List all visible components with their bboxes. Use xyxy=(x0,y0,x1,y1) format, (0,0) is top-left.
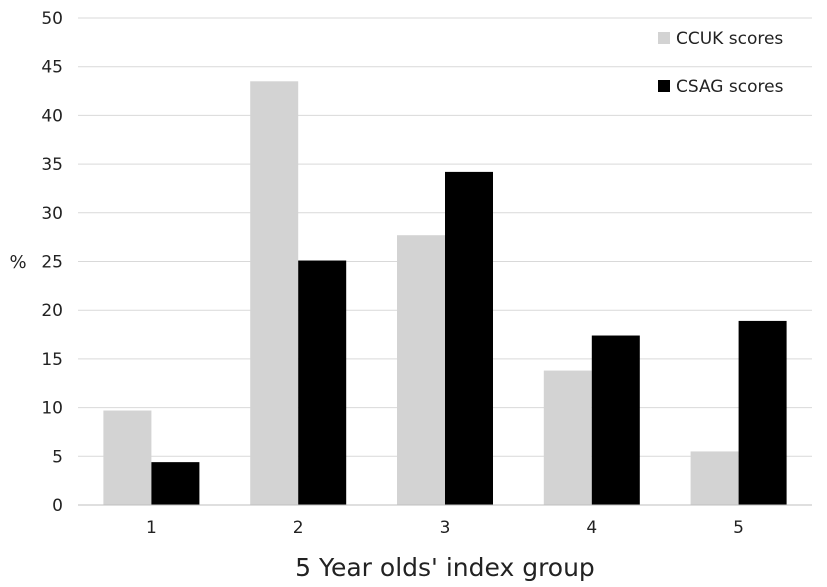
bar-csag-scores-2 xyxy=(298,260,347,505)
y-tick-label: 25 xyxy=(41,253,63,273)
y-tick-label: 30 xyxy=(41,204,63,224)
y-tick-label: 5 xyxy=(52,447,63,467)
bar-ccuk-scores-5 xyxy=(690,451,739,505)
bar-ccuk-scores-4 xyxy=(543,370,592,505)
y-axis-label: % xyxy=(9,252,26,273)
y-tick-label: 0 xyxy=(52,496,63,516)
legend-swatch xyxy=(658,32,670,44)
y-tick-label: 35 xyxy=(41,155,63,175)
legend-swatch xyxy=(658,80,670,92)
y-tick-label: 10 xyxy=(41,399,63,419)
bar-csag-scores-5 xyxy=(738,320,787,505)
x-tick-label: 3 xyxy=(440,518,451,538)
bars xyxy=(103,81,787,505)
x-tick-label: 4 xyxy=(586,518,597,538)
bar-csag-scores-4 xyxy=(591,335,640,505)
x-tick-label: 2 xyxy=(293,518,304,538)
y-tick-label: 20 xyxy=(41,301,63,321)
y-tick-label: 15 xyxy=(41,350,63,370)
y-tick-label: 40 xyxy=(41,106,63,126)
bar-ccuk-scores-3 xyxy=(397,235,445,505)
x-tick-label: 5 xyxy=(733,518,744,538)
bar-csag-scores-3 xyxy=(445,171,493,505)
y-tick-label: 50 xyxy=(41,9,63,29)
bar-csag-scores-1 xyxy=(151,462,200,505)
legend-label: CSAG scores xyxy=(676,77,784,97)
x-axis-label: 5 Year olds' index group xyxy=(295,553,595,582)
legend: CCUK scores CSAG scores xyxy=(658,29,784,97)
bar-ccuk-scores-1 xyxy=(103,410,152,505)
x-tick-label: 1 xyxy=(146,518,157,538)
bar-ccuk-scores-2 xyxy=(250,81,299,505)
legend-label: CCUK scores xyxy=(676,29,783,49)
y-tick-label: 45 xyxy=(41,58,63,78)
